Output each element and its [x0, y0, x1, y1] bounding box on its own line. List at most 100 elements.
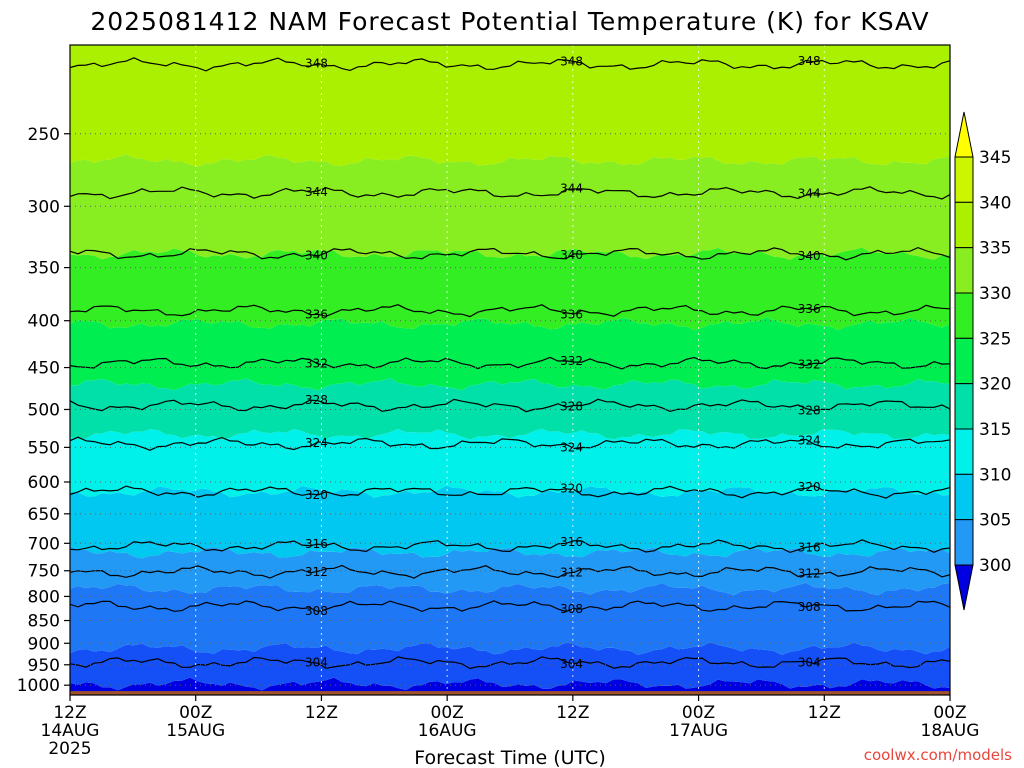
color-band — [70, 378, 950, 440]
x-tick-label: 12Z — [53, 703, 86, 723]
contour-label: 348 — [798, 54, 821, 68]
contour-label: 308 — [798, 600, 821, 614]
contour-label: 316 — [560, 535, 583, 549]
y-tick-label: 600 — [28, 473, 60, 493]
colorbar-label: 335 — [979, 239, 1011, 259]
y-axis: 2503003504004505005506006507007508008509… — [17, 125, 70, 696]
y-tick-label: 450 — [28, 359, 60, 379]
x-tick-label: 12Z — [305, 703, 338, 723]
x-tick-label: 00Z — [179, 703, 212, 723]
contour-label: 328 — [305, 393, 328, 407]
contour-label: 328 — [798, 403, 821, 417]
contour-label: 320 — [560, 481, 583, 495]
colorbar-extend-top — [954, 111, 974, 158]
contour-labels: 304 304 304 308 308 308 312 312 312 316 316 316 320 3… — [305, 54, 821, 671]
grid-lines — [70, 45, 950, 695]
color-band — [70, 428, 950, 498]
y-tick-label: 1000 — [17, 676, 60, 696]
y-tick-label: 800 — [28, 587, 60, 607]
y-tick-label: 950 — [28, 656, 60, 676]
contour-label: 340 — [305, 249, 328, 263]
colorbar-box — [954, 473, 974, 521]
y-tick-label: 350 — [28, 259, 60, 279]
colorbar-box — [954, 383, 974, 430]
color-band — [70, 642, 950, 691]
contour-label: 304 — [560, 657, 583, 671]
colorbar-label: 340 — [979, 193, 1011, 213]
colorbar-label: 325 — [979, 329, 1011, 349]
contour-label: 332 — [560, 354, 583, 368]
contour-label: 332 — [305, 357, 328, 371]
colorbar-box — [954, 337, 974, 385]
contour-label: 332 — [798, 357, 821, 371]
contour-label: 320 — [305, 488, 328, 502]
contour-line — [70, 539, 950, 554]
colorbar-label: 315 — [979, 420, 1011, 440]
contour-label: 336 — [798, 302, 821, 316]
credit-link[interactable]: coolwx.com/models — [864, 746, 1012, 764]
colorbar-label: 300 — [979, 556, 1011, 576]
plot-frame — [69, 44, 951, 696]
x-tick-label: 2025 — [48, 739, 91, 759]
color-band — [70, 582, 950, 655]
color-band — [70, 247, 950, 331]
x-tick-label: 15AUG — [166, 721, 225, 741]
contour-line — [70, 398, 950, 413]
chart-title: 2025081412 NAM Forecast Potential Temper… — [90, 7, 929, 36]
contour-label: 348 — [560, 55, 583, 69]
contour-line — [70, 186, 950, 200]
colorbar-label: 320 — [979, 375, 1011, 395]
contour-label: 340 — [560, 248, 583, 262]
contour-label: 324 — [560, 441, 583, 455]
contour-label: 324 — [798, 434, 821, 448]
contour-line — [70, 57, 950, 72]
color-band — [70, 45, 950, 167]
contour-label: 316 — [798, 540, 821, 554]
contour-label: 308 — [305, 604, 328, 618]
colorbar-extend-bottom — [954, 564, 974, 611]
color-band — [70, 485, 950, 559]
contour-label: 328 — [560, 399, 583, 413]
contour-label: 312 — [560, 566, 583, 580]
colorbar-label: 330 — [979, 284, 1011, 304]
colorbar-box — [954, 156, 974, 203]
contour-label: 344 — [560, 181, 583, 195]
contour-label: 312 — [798, 567, 821, 581]
y-tick-label: 850 — [28, 612, 60, 632]
contour-label: 344 — [798, 186, 821, 200]
y-tick-label: 500 — [28, 400, 60, 420]
contour-label: 336 — [560, 308, 583, 322]
x-tick-label: 00Z — [682, 703, 715, 723]
contour-label: 344 — [305, 185, 328, 199]
contour-label: 348 — [305, 57, 328, 71]
contour-label: 320 — [798, 480, 821, 494]
ground-surface — [70, 691, 950, 695]
y-tick-label: 900 — [28, 634, 60, 654]
contour-label: 312 — [305, 565, 328, 579]
contour-label: 340 — [798, 249, 821, 263]
x-tick-label: 16AUG — [418, 721, 477, 741]
contour-label: 324 — [305, 436, 328, 450]
contour-line — [70, 246, 950, 261]
contour-line — [70, 564, 950, 579]
x-tick-label: 17AUG — [669, 721, 728, 741]
x-tick-label: 00Z — [431, 703, 464, 723]
color-band — [70, 154, 950, 260]
contour-line — [70, 600, 950, 613]
contour-label: 308 — [560, 602, 583, 616]
x-axis-label: Forecast Time (UTC) — [414, 747, 605, 768]
color-band — [70, 677, 950, 695]
colorbar-label: 305 — [979, 511, 1011, 531]
colorbar: 345 340 335 330 325 320 315 310 305 300 — [954, 111, 1011, 611]
contour-label: 336 — [305, 307, 328, 321]
colorbar-box — [954, 247, 974, 294]
colorbar-box — [954, 428, 974, 475]
x-tick-label: 12Z — [808, 703, 841, 723]
y-tick-label: 750 — [28, 562, 60, 582]
x-tick-label: 00Z — [933, 703, 966, 723]
x-tick-label: 12Z — [556, 703, 589, 723]
color-bands — [70, 45, 950, 695]
x-tick-label: 18AUG — [921, 721, 980, 741]
